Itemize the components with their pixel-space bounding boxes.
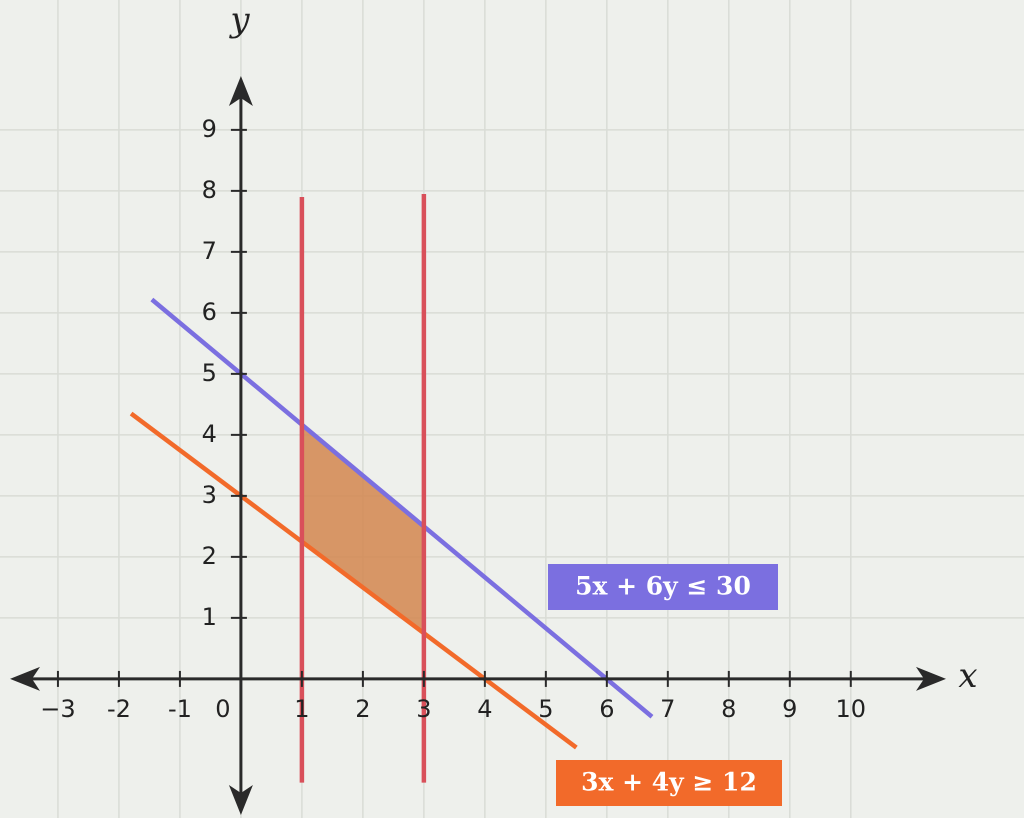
x-tick-label: 10 — [836, 695, 867, 723]
y-axis-arrow — [228, 76, 253, 106]
x-tick-label: 1 — [294, 695, 309, 723]
x-axis-arrow — [10, 666, 40, 691]
x-tick-label: 3 — [416, 695, 431, 723]
x-axis-arrow — [916, 666, 946, 691]
y-axis-arrow — [228, 785, 253, 815]
x-axis-title: x — [958, 656, 977, 696]
x-tick-label: 8 — [721, 695, 736, 723]
x-tick-label: 7 — [660, 695, 675, 723]
x-tick-label: 0 — [215, 695, 230, 723]
x-tick-label: 4 — [477, 695, 492, 723]
y-tick-label: 1 — [202, 603, 217, 631]
legend-box — [556, 760, 782, 806]
x-tick-label: -2 — [107, 695, 131, 723]
legend-label: 3x + 4y ≥ 12 — [581, 768, 757, 797]
x-tick-label: -1 — [168, 695, 192, 723]
x-tick-label: 9 — [782, 695, 797, 723]
y-tick-label: 4 — [202, 420, 217, 448]
x-tick-label: 5 — [538, 695, 553, 723]
y-tick-label: 5 — [202, 359, 217, 387]
y-tick-label: 2 — [202, 542, 217, 570]
y-tick-label: 9 — [202, 115, 217, 143]
feasible-region — [301, 424, 424, 634]
boundary-line — [129, 411, 578, 750]
x-tick-label: −3 — [40, 695, 75, 723]
y-axis-title: y — [228, 0, 250, 40]
y-tick-label: 8 — [202, 176, 217, 204]
y-tick-label: 6 — [202, 298, 217, 326]
boundary-line — [150, 297, 654, 719]
y-tick-label: 3 — [202, 481, 217, 509]
legend-label: 5x + 6y ≤ 30 — [575, 572, 751, 601]
x-tick-label: 6 — [599, 695, 614, 723]
y-tick-label: 7 — [202, 237, 217, 265]
x-tick-label: 2 — [355, 695, 370, 723]
legend-box — [548, 564, 778, 610]
